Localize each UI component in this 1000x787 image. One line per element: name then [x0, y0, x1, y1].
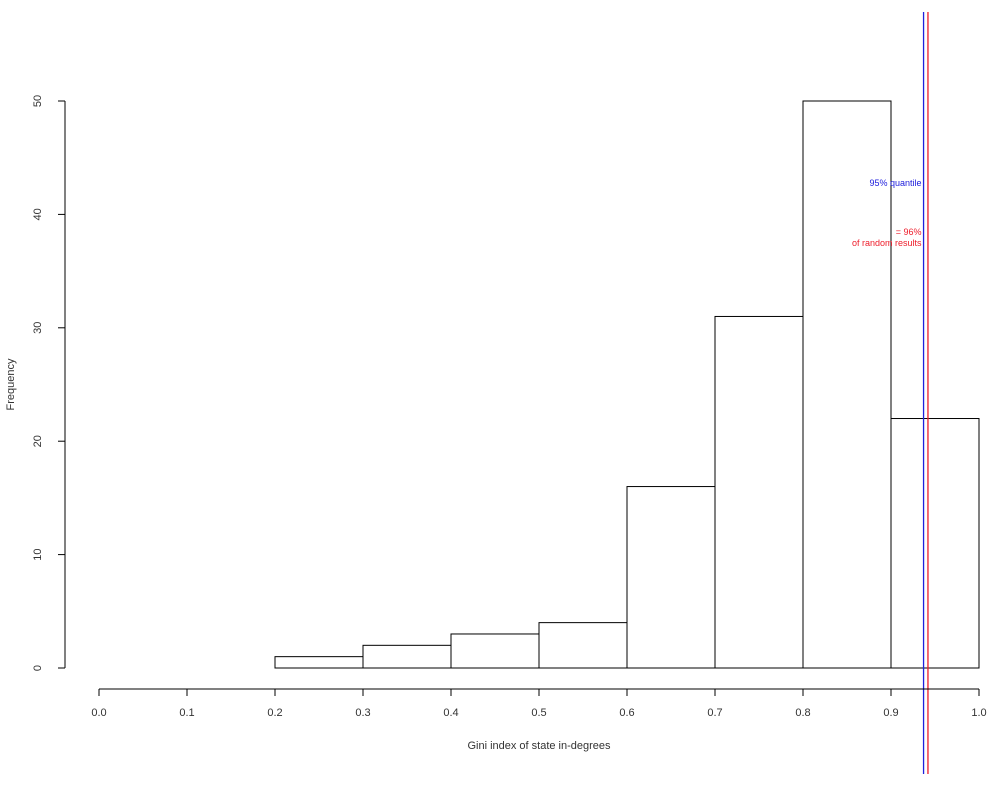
x-tick-label: 0.3	[355, 707, 370, 719]
histogram-bar	[714, 315, 804, 669]
annotation-line: 95% quantile	[870, 178, 922, 188]
x-tick-label: 0.5	[531, 707, 546, 719]
y-tick-label: 20	[32, 435, 44, 447]
histogram-bar	[626, 486, 716, 669]
histogram-bar	[450, 633, 540, 669]
x-tick-label: 0.4	[443, 707, 458, 719]
x-tick-label: 0.0	[91, 707, 106, 719]
reference-annotation: = 96% of random results	[852, 227, 922, 248]
histogram-bar	[538, 622, 628, 669]
y-tick-label: 40	[32, 208, 44, 220]
x-axis-title: Gini index of state in-degrees	[467, 740, 611, 752]
histogram-bar	[274, 656, 364, 669]
histogram-bar	[802, 100, 892, 669]
x-tick-label: 0.1	[179, 707, 194, 719]
x-tick-label: 0.6	[619, 707, 634, 719]
histogram-bar	[362, 644, 452, 669]
x-tick-label: 0.8	[795, 707, 810, 719]
y-tick-label: 50	[32, 95, 44, 107]
reference-annotations: 95% quantile = 96% of random results	[852, 178, 922, 248]
reference-lines	[922, 12, 929, 774]
annotation-line: of random results	[852, 238, 922, 248]
x-tick-label: 0.7	[707, 707, 722, 719]
y-axis-title: Frequency	[5, 358, 17, 410]
histogram-bars	[274, 100, 980, 669]
x-tick-label: 0.9	[883, 707, 898, 719]
y-axis: 0 10 20 30 40 50	[32, 95, 66, 671]
y-tick-label: 0	[32, 665, 44, 671]
y-tick-label: 30	[32, 322, 44, 334]
histogram-bar	[890, 418, 980, 669]
x-tick-label: 0.2	[267, 707, 282, 719]
x-axis: 0.0 0.1 0.2 0.3 0.4 0.5 0.6 0.7 0.8 0.9 1.0	[91, 688, 987, 719]
x-tick-label: 1.0	[971, 707, 986, 719]
annotation-line: = 96%	[896, 227, 922, 237]
y-tick-label: 10	[32, 548, 44, 560]
reference-annotation: 95% quantile	[870, 178, 922, 188]
